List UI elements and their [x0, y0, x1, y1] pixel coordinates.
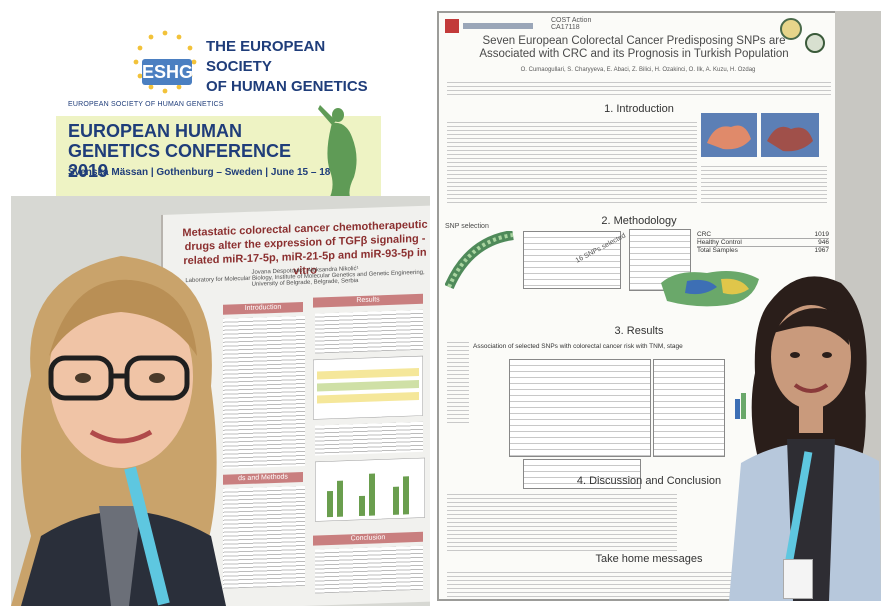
sample-table: CRC 1019 Healthy Control 946 Total Sampl… [697, 231, 829, 254]
society-small-caption: EUROPEAN SOCIETY OF HUMAN GENETICS [68, 101, 224, 108]
turkey-map-figure [661, 271, 759, 307]
eshg-logo: ESHG [142, 59, 193, 85]
woman-photo [11, 256, 226, 606]
sample-label: Total Samples [697, 247, 738, 254]
association-table-figure-3 [523, 459, 641, 489]
society-name: THE EUROPEAN SOCIETY OF HUMAN GENETICS [206, 37, 381, 97]
conference-line-2: GENETICS CONFERENCE 2019 [68, 141, 292, 181]
bar-figure [315, 457, 425, 522]
sample-row-crc: CRC 1019 [697, 231, 829, 239]
left-poster: Metastatic colorectal cancer chemotherap… [161, 205, 430, 606]
discussion-text [447, 491, 677, 551]
sample-label: Healthy Control [697, 239, 742, 246]
dna-helix-figure [445, 231, 514, 290]
sample-row-total: Total Samples 1967 [697, 247, 829, 254]
sample-value: 1019 [814, 231, 829, 238]
results-text-2 [315, 421, 423, 456]
conference-place: Svenska Mässan | Gothenburg – Sweden | J… [68, 167, 331, 178]
snp-table-figure [523, 231, 621, 289]
heading-results: 3. Results [614, 325, 664, 337]
results-subheading: Association of selected SNPs with colore… [473, 343, 683, 350]
sample-row-healthy: Healthy Control 946 [697, 239, 829, 247]
name-badge [783, 559, 813, 599]
right-poster-title: Seven European Colorectal Cancer Predisp… [479, 35, 789, 60]
results-text [315, 309, 423, 354]
europe-map-1 [701, 113, 757, 157]
cost-action: COST Action CA17118 [551, 17, 671, 31]
sample-value: 1967 [814, 247, 829, 254]
introduction-text [447, 119, 697, 205]
take-home-text [447, 569, 737, 597]
statue-icon [318, 105, 360, 209]
logo-area [56, 11, 381, 116]
results-table-figure [313, 355, 423, 420]
cost-line-2: CA17118 [551, 24, 580, 31]
heading-methodology: 2. Methodology [601, 215, 677, 227]
sample-label: CRC [697, 231, 712, 238]
association-table-figure-2 [653, 359, 725, 457]
university-logo-icon [445, 19, 533, 33]
woman-photo-right [729, 276, 881, 601]
society-line-1: THE EUROPEAN SOCIETY [206, 38, 326, 75]
conference-banner: ESHG THE EUROPEAN SOCIETY OF HUMAN GENET… [56, 11, 381, 211]
europe-map-2 [761, 113, 819, 157]
affiliations-text [447, 79, 831, 95]
introduction-side-text [701, 163, 827, 203]
heading-introduction: 1. Introduction [604, 103, 674, 115]
conference-title: EUROPEAN HUMAN GENETICS CONFERENCE 2019 [68, 121, 308, 181]
left-photo: Metastatic colorectal cancer chemotherap… [11, 196, 430, 606]
right-photo: COST Action CA17118 Seven European Color… [437, 11, 881, 601]
association-table-figure [509, 359, 651, 457]
snp-selection-label: SNP selection [445, 223, 489, 230]
institution-seal-icon [780, 18, 825, 53]
section-results: Results [313, 293, 423, 308]
conclusion-text [315, 545, 423, 594]
section-conclusion: Conclusion [313, 531, 423, 546]
conference-line-1: EUROPEAN HUMAN [68, 121, 243, 141]
cost-line-1: COST Action [551, 17, 592, 24]
heading-take-home: Take home messages [595, 553, 703, 565]
right-poster-authors: O. Cumaogullari, S. Charyyeva, E. Abaci,… [520, 67, 756, 73]
sample-value: 946 [818, 239, 829, 246]
society-line-2: OF HUMAN GENETICS [206, 78, 368, 95]
heading-discussion: 4. Discussion and Conclusion [576, 475, 722, 487]
results-side-text [447, 339, 469, 425]
